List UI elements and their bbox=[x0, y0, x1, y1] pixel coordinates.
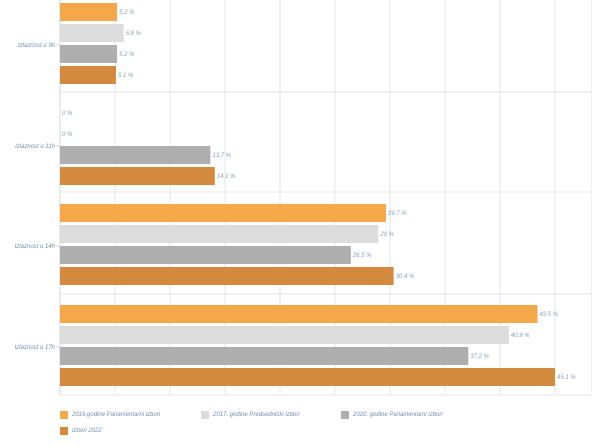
legend: 2016.godine Parlamentarni izbori 2017. g… bbox=[60, 411, 580, 439]
data-label: 29 % bbox=[379, 232, 394, 238]
data-label: 26.5 % bbox=[352, 253, 372, 259]
legend-item-2022[interactable]: Izbori 2022 bbox=[60, 427, 102, 435]
legend-swatch-2017 bbox=[201, 411, 209, 419]
legend-label-2022: Izbori 2022 bbox=[72, 428, 102, 434]
data-label: 5.8 % bbox=[126, 31, 142, 37]
bar[interactable] bbox=[60, 368, 555, 386]
bar[interactable] bbox=[60, 347, 469, 365]
legend-swatch-2022 bbox=[60, 427, 68, 435]
data-label: 0 % bbox=[62, 111, 73, 117]
grid-lines bbox=[59, 0, 592, 396]
data-label: 5.1 % bbox=[118, 73, 134, 79]
bar[interactable] bbox=[60, 66, 116, 84]
data-label: 13.7 % bbox=[212, 153, 231, 159]
category-labels: Izlaznost u 9h Izlaznost u 11h Izlaznost u… bbox=[15, 43, 60, 351]
bar[interactable] bbox=[60, 326, 509, 344]
legend-swatch-2016 bbox=[60, 411, 68, 419]
bar[interactable] bbox=[60, 305, 538, 323]
data-label: 30.4 % bbox=[396, 274, 415, 280]
bar[interactable] bbox=[60, 3, 118, 21]
category-label: Izlaznost u 14h bbox=[15, 244, 56, 250]
data-label: 0 % bbox=[62, 132, 73, 138]
data-label: 45.1 % bbox=[557, 375, 576, 381]
data-label: 14.1 % bbox=[217, 174, 236, 180]
legend-row-1: 2016.godine Parlamentarni izbori 2017. g… bbox=[60, 411, 580, 423]
legend-label-2020: 2020. godine Parlamentarni izbori bbox=[353, 412, 443, 418]
legend-swatch-2020 bbox=[341, 411, 349, 419]
bars bbox=[60, 3, 555, 386]
bar[interactable] bbox=[60, 146, 211, 164]
legend-row-2: Izbori 2022 bbox=[60, 427, 580, 439]
bar[interactable] bbox=[60, 246, 351, 264]
legend-label-2017: 2017. godine Predsednički izbori bbox=[213, 412, 300, 418]
data-label: 29.7 % bbox=[387, 211, 407, 217]
legend-label-2016: 2016.godine Parlamentarni izbori bbox=[72, 412, 161, 418]
bar[interactable] bbox=[60, 225, 379, 243]
bar[interactable] bbox=[60, 267, 394, 285]
data-label: 37.2 % bbox=[470, 354, 489, 360]
bar[interactable] bbox=[60, 204, 386, 222]
category-label: Izlaznost u 17h bbox=[15, 345, 56, 351]
legend-item-2017[interactable]: 2017. godine Predsednički izbori bbox=[201, 411, 300, 419]
legend-item-2016[interactable]: 2016.godine Parlamentarni izbori bbox=[60, 411, 160, 419]
value-labels: 5.2 % 5.8 % 5.2 % 5.1 % 0 % 0 % 13.7 % 14.1 % 29… bbox=[62, 10, 576, 381]
data-label: 5.2 % bbox=[119, 52, 135, 58]
category-label: Izlaznost u 11h bbox=[15, 144, 56, 150]
bar[interactable] bbox=[60, 45, 118, 63]
bar[interactable] bbox=[60, 167, 215, 185]
data-label: 43.5 % bbox=[539, 312, 558, 318]
bar[interactable] bbox=[60, 24, 124, 42]
data-label: 5.2 % bbox=[119, 10, 135, 16]
category-label: Izlaznost u 9h bbox=[18, 43, 56, 49]
data-label: 40.9 % bbox=[511, 333, 530, 339]
legend-item-2020[interactable]: 2020. godine Parlamentarni izbori bbox=[341, 411, 443, 419]
